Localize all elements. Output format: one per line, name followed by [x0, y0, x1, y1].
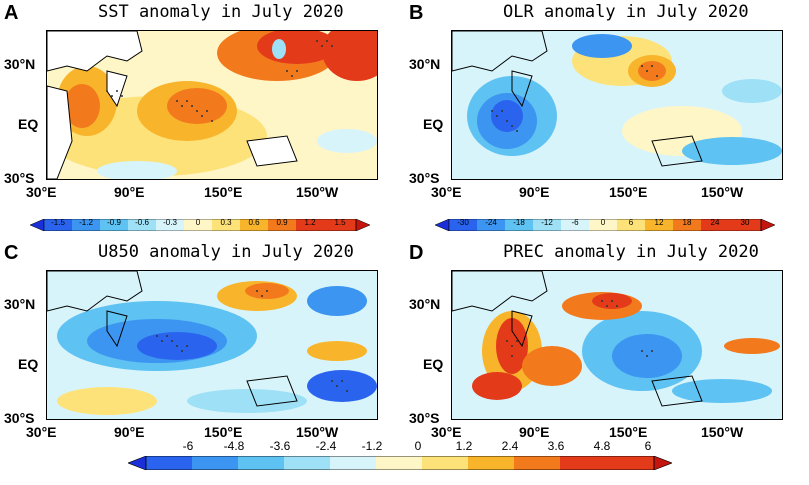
colorbar-tick: -18	[513, 218, 525, 227]
y-label-30n: 30°N	[409, 56, 441, 72]
y-label-eq: EQ	[423, 356, 444, 372]
colorbar-tick: -0.9	[107, 218, 121, 227]
y-label-30s: 30°S	[4, 170, 35, 186]
map-u850	[46, 270, 378, 420]
panel-letter: B	[409, 2, 424, 24]
colorbar-tick: -6	[182, 439, 194, 453]
colorbar-tick: 2.4	[501, 439, 519, 453]
x-label-150e: 150°E	[204, 184, 243, 200]
panel-letter: A	[4, 2, 19, 24]
colorbar-tick: -1.2	[79, 218, 93, 227]
colorbar-tick: 0.9	[276, 218, 288, 227]
panel-letter: C	[4, 242, 19, 264]
panel-b: B OLR anomaly in July 2020 30°N EQ 30	[405, 0, 809, 242]
x-label-30e: 30°E	[26, 184, 57, 200]
map-olr-field	[452, 31, 782, 179]
colorbar-tick: 6	[644, 439, 652, 453]
colorbar-tick: 1.5	[334, 218, 346, 227]
x-label-150w: 150°W	[701, 424, 744, 440]
colorbar-tick: -0.6	[135, 218, 149, 227]
x-label-90e: 90°E	[519, 424, 550, 440]
colorbar-tick: 0	[195, 218, 201, 227]
map-sst-field	[47, 31, 377, 179]
colorbar-tick: 3.6	[547, 439, 565, 453]
colorbar-tick: 1.2	[455, 439, 473, 453]
map-u850-field	[47, 271, 377, 419]
panel-title: PREC anomaly in July 2020	[503, 242, 759, 262]
colorbar-tick: -30	[457, 218, 469, 227]
colorbar-tick: 6	[628, 218, 634, 227]
x-label-90e: 90°E	[114, 184, 145, 200]
map-sst	[46, 30, 378, 180]
panel-d: D PREC anomaly in July 2020 30°N EQ 3	[405, 240, 809, 482]
colorbar-sst: -1.5 -1.2 -0.9 -0.6 -0.3 0 0.3 0.6 0.9 1…	[29, 216, 371, 232]
y-label-30n: 30°N	[409, 296, 441, 312]
colorbar-tick: 12	[654, 218, 664, 227]
x-label-150e: 150°E	[204, 424, 243, 440]
colorbar-sst-swatches	[29, 218, 371, 232]
panel-title: OLR anomaly in July 2020	[503, 2, 749, 22]
colorbar-tick: -0.3	[163, 218, 177, 227]
colorbar-tick: -3.6	[269, 439, 291, 453]
map-olr	[451, 30, 783, 180]
y-label-30s: 30°S	[4, 410, 35, 426]
colorbar-tick: -4.8	[223, 439, 245, 453]
panel-letter: D	[409, 242, 424, 264]
colorbar-olr: -30 -24 -18 -12 -6 0 6 12 18 24 30	[434, 216, 776, 232]
panel-c: C U850 anomaly in July 2020 30°N	[0, 240, 404, 482]
colorbar-tick: 1.2	[304, 218, 316, 227]
colorbar-tick: 0.3	[220, 218, 232, 227]
x-label-150w: 150°W	[701, 184, 744, 200]
x-label-150e: 150°E	[609, 184, 648, 200]
colorbar-tick: 0	[414, 439, 422, 453]
colorbar-tick: 24	[710, 218, 720, 227]
colorbar-shared: -6 -4.8 -3.6 -2.4 -1.2 0 1.2 2.4 3.6 4.8…	[127, 439, 673, 471]
y-label-30n: 30°N	[4, 56, 36, 72]
x-label-90e: 90°E	[519, 184, 550, 200]
x-label-90e: 90°E	[114, 424, 145, 440]
y-label-eq: EQ	[18, 116, 39, 132]
panel-title: U850 anomaly in July 2020	[98, 242, 354, 262]
y-label-30s: 30°S	[409, 170, 440, 186]
y-label-30n: 30°N	[4, 296, 36, 312]
colorbar-tick: -12	[541, 218, 553, 227]
x-label-150w: 150°W	[296, 424, 339, 440]
colorbar-tick: -2.4	[315, 439, 337, 453]
colorbar-tick: -24	[485, 218, 497, 227]
x-label-30e: 30°E	[431, 424, 462, 440]
x-label-30e: 30°E	[26, 424, 57, 440]
colorbar-tick: 4.8	[593, 439, 611, 453]
colorbar-olr-swatches	[434, 218, 776, 232]
y-label-eq: EQ	[18, 356, 39, 372]
panel-a: A SST anomaly in July 2020	[0, 0, 404, 242]
map-prec	[451, 270, 783, 420]
x-label-150w: 150°W	[296, 184, 339, 200]
colorbar-tick: -1.5	[51, 218, 65, 227]
y-label-eq: EQ	[423, 116, 444, 132]
colorbar-tick: 18	[682, 218, 692, 227]
colorbar-tick: -6	[571, 218, 579, 227]
colorbar-tick: 0.6	[248, 218, 260, 227]
colorbar-tick: 0	[600, 218, 606, 227]
colorbar-tick: 30	[740, 218, 750, 227]
x-label-30e: 30°E	[431, 184, 462, 200]
panel-title: SST anomaly in July 2020	[98, 2, 344, 22]
colorbar-tick: -1.2	[361, 439, 383, 453]
colorbar-shared-swatches	[127, 455, 673, 471]
map-prec-field	[452, 271, 782, 419]
y-label-30s: 30°S	[409, 410, 440, 426]
x-label-150e: 150°E	[609, 424, 648, 440]
